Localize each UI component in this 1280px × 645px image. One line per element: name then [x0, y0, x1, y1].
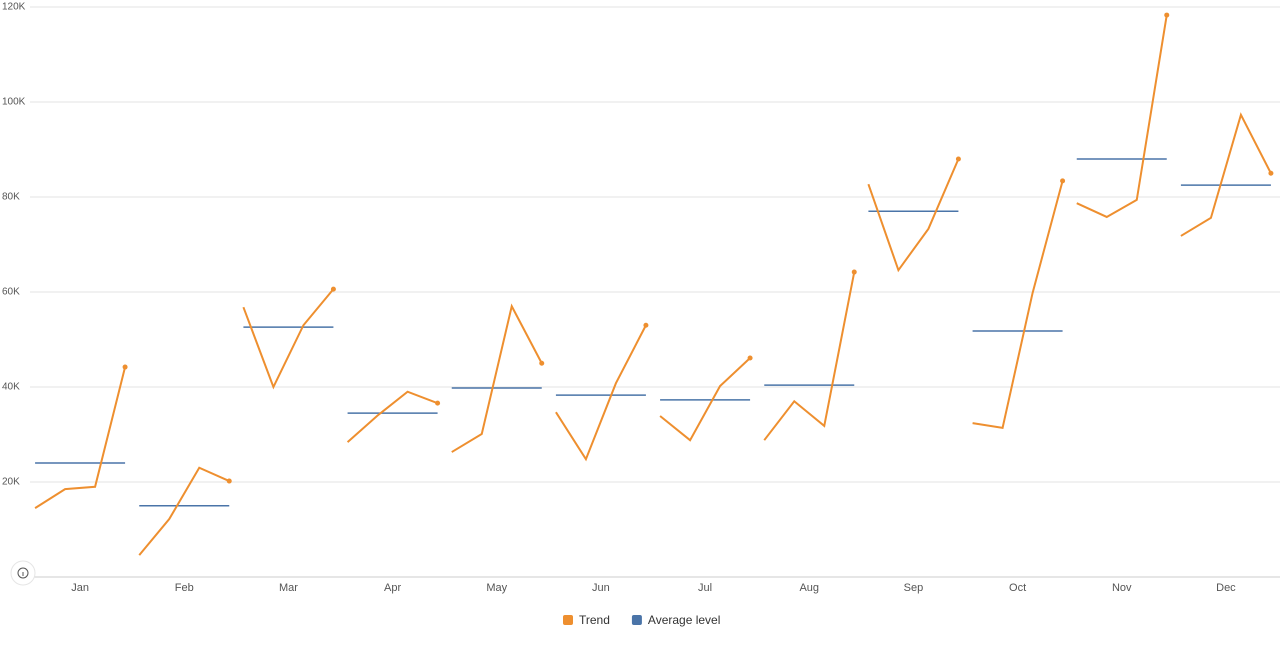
legend-label: Trend [579, 613, 610, 627]
trend-end-marker [747, 355, 753, 361]
trend-end-marker [1268, 170, 1274, 176]
x-tick-label: Jan [71, 582, 89, 594]
x-tick-label: Aug [799, 582, 819, 594]
y-tick-label: 120K [2, 2, 26, 13]
x-tick-label: Apr [384, 582, 401, 594]
x-tick-label: Dec [1216, 582, 1236, 594]
trend-line [972, 180, 1064, 429]
trend-line [138, 466, 230, 556]
trend-end-marker [122, 364, 128, 370]
trend-line [763, 271, 856, 441]
trend-line [451, 303, 543, 453]
trend-end-marker [955, 156, 961, 162]
trend-line [346, 390, 438, 443]
trend-end-marker [851, 269, 857, 275]
trend-end-marker [1164, 12, 1170, 18]
trend-line [659, 357, 751, 442]
trend-line [867, 158, 960, 273]
x-tick-label: Sep [904, 582, 924, 594]
trend-line [1180, 112, 1272, 237]
trend-end-marker [539, 360, 545, 366]
trend-end-marker [435, 400, 441, 406]
info-button[interactable] [10, 560, 36, 586]
trend-line [34, 366, 127, 509]
legend-swatch [563, 615, 573, 625]
trend-end-marker [226, 478, 232, 484]
y-tick-label: 100K [2, 97, 26, 108]
y-tick-label: 80K [2, 192, 20, 203]
y-tick-label: 60K [2, 287, 20, 298]
x-tick-label: May [486, 582, 507, 594]
y-tick-label: 20K [2, 477, 20, 488]
y-tick-label: 40K [2, 382, 20, 393]
trend-line [242, 288, 335, 390]
trend-end-marker [1060, 178, 1066, 184]
x-tick-label: Jun [592, 582, 610, 594]
trend-line [555, 324, 647, 462]
trend-end-marker [330, 286, 336, 292]
x-tick-label: Feb [175, 582, 194, 594]
trend-end-marker [643, 322, 649, 328]
legend-label: Average level [648, 613, 721, 627]
trend-line [1076, 14, 1168, 219]
x-tick-label: Oct [1009, 582, 1026, 594]
legend-swatch [631, 615, 642, 625]
x-tick-label: Mar [279, 582, 298, 594]
info-icon [17, 567, 29, 579]
x-tick-label: Nov [1112, 582, 1132, 594]
x-tick-label: Jul [698, 582, 712, 594]
